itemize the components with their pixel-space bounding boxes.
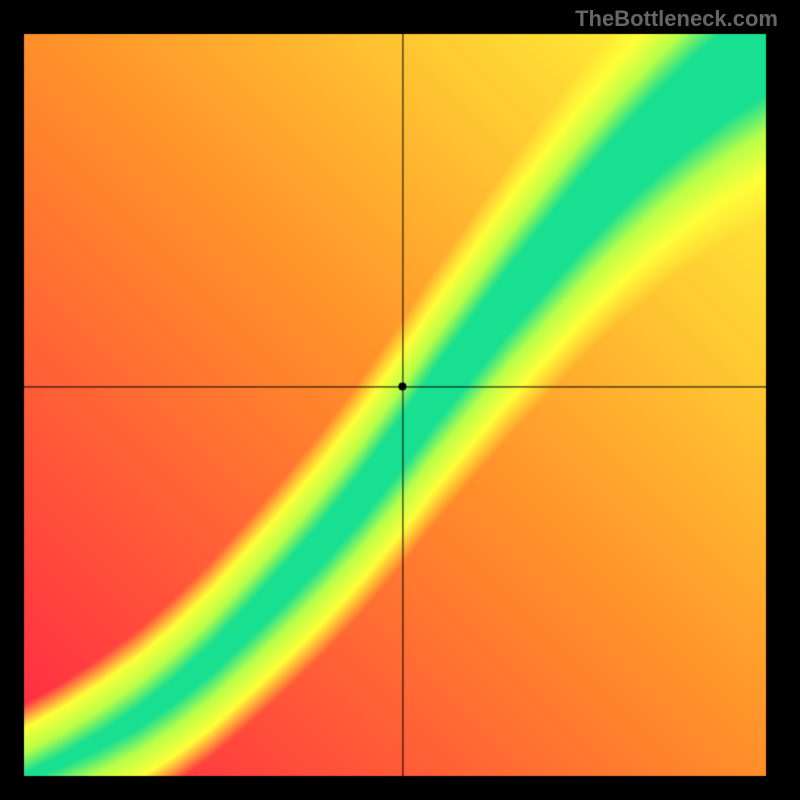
bottleneck-heatmap [0, 0, 800, 800]
watermark-text: TheBottleneck.com [575, 6, 778, 32]
